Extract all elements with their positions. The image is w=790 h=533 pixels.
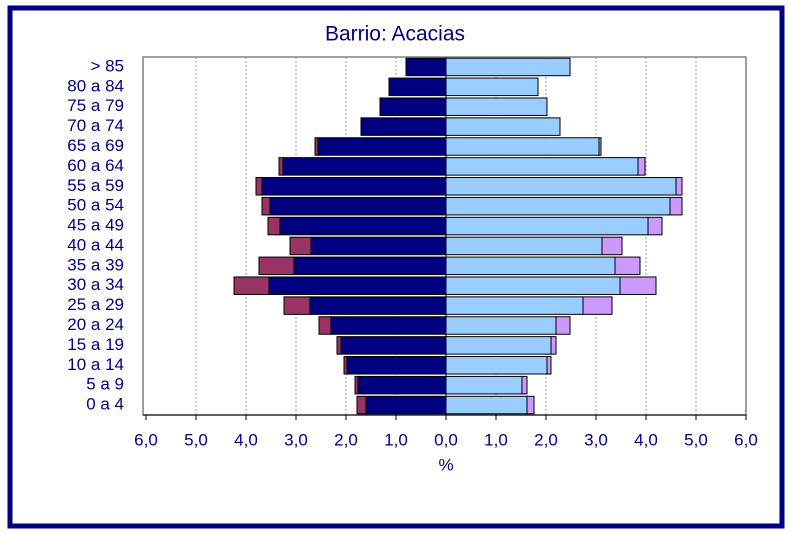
y-tick-label: 20 a 24 bbox=[67, 315, 124, 334]
y-tick-label: 30 a 34 bbox=[67, 275, 124, 294]
chart-title: Barrio: Acacias bbox=[325, 23, 465, 46]
bar bbox=[318, 316, 332, 335]
x-tick-label: 2,0 bbox=[534, 430, 558, 449]
bar bbox=[330, 316, 447, 335]
bar bbox=[445, 177, 677, 196]
bar bbox=[255, 177, 263, 196]
bar bbox=[445, 57, 571, 77]
bar bbox=[445, 336, 552, 355]
bar bbox=[550, 336, 557, 355]
bar bbox=[357, 375, 447, 395]
y-tick-label: 5 a 9 bbox=[86, 375, 124, 394]
bar bbox=[269, 196, 447, 216]
x-tick-label: 5,0 bbox=[184, 430, 208, 449]
bar bbox=[669, 196, 683, 216]
bar bbox=[293, 256, 447, 276]
bar bbox=[445, 395, 528, 415]
bar bbox=[445, 276, 621, 295]
bar bbox=[445, 256, 616, 276]
y-tick-label: 60 a 64 bbox=[67, 156, 124, 175]
bar bbox=[261, 196, 271, 216]
x-tick-label: 5,0 bbox=[684, 430, 708, 449]
bar bbox=[445, 316, 557, 335]
y-tick-label: 15 a 19 bbox=[67, 335, 124, 354]
y-tick-label: 45 a 49 bbox=[67, 216, 124, 235]
bar bbox=[405, 57, 447, 77]
bar bbox=[278, 157, 284, 176]
y-tick-label: 70 a 74 bbox=[67, 116, 124, 135]
bar bbox=[601, 236, 623, 256]
x-tick-label: 1,0 bbox=[384, 430, 408, 449]
y-tick-label: 75 a 79 bbox=[67, 96, 124, 115]
bar bbox=[365, 395, 447, 415]
bar bbox=[445, 216, 649, 236]
bar bbox=[356, 395, 367, 415]
bar bbox=[268, 276, 447, 295]
bar bbox=[445, 296, 584, 315]
bar bbox=[233, 276, 270, 295]
y-tick-label: 10 a 14 bbox=[67, 355, 124, 374]
bar bbox=[521, 375, 528, 395]
y-tick-label: > 85 bbox=[90, 56, 124, 75]
bar bbox=[637, 157, 646, 176]
x-tick-label: 6,0 bbox=[134, 430, 158, 449]
y-tick-label: 35 a 39 bbox=[67, 255, 124, 274]
bar bbox=[647, 216, 663, 236]
bar bbox=[279, 216, 447, 236]
bar bbox=[346, 356, 447, 375]
bar bbox=[310, 236, 447, 256]
bar bbox=[619, 276, 657, 295]
bar bbox=[340, 336, 447, 355]
bar bbox=[261, 177, 447, 196]
bar bbox=[445, 117, 561, 136]
bar bbox=[314, 137, 319, 156]
bar bbox=[289, 236, 312, 256]
bar bbox=[258, 256, 295, 276]
bar bbox=[614, 256, 641, 276]
bar bbox=[343, 356, 348, 375]
bar bbox=[354, 375, 359, 395]
y-tick-label: 0 a 4 bbox=[86, 395, 124, 414]
plot-area bbox=[142, 56, 747, 416]
y-tick-label: 40 a 44 bbox=[67, 235, 124, 254]
bar bbox=[445, 196, 671, 216]
x-tick-label: 6,0 bbox=[734, 430, 758, 449]
bar bbox=[582, 296, 613, 315]
y-tick-label: 50 a 54 bbox=[67, 196, 124, 215]
bar bbox=[388, 77, 447, 97]
y-tick-label: 25 a 29 bbox=[67, 295, 124, 314]
x-tick-label: 0,0 bbox=[434, 430, 458, 449]
x-tick-label: 2,0 bbox=[334, 430, 358, 449]
bar bbox=[317, 137, 447, 156]
bar bbox=[445, 137, 600, 156]
bar bbox=[360, 117, 447, 136]
x-tick-label: 3,0 bbox=[284, 430, 308, 449]
bar bbox=[267, 216, 281, 236]
x-tick-label: 3,0 bbox=[584, 430, 608, 449]
bar bbox=[445, 157, 639, 176]
y-tick-label: 55 a 59 bbox=[67, 176, 124, 195]
x-tick-label: 4,0 bbox=[634, 430, 658, 449]
bar bbox=[445, 77, 539, 97]
y-tick-label: 80 a 84 bbox=[67, 76, 124, 95]
bar bbox=[379, 97, 447, 116]
bar bbox=[526, 395, 535, 415]
bar bbox=[546, 356, 552, 375]
bar bbox=[445, 375, 523, 395]
bar bbox=[675, 177, 683, 196]
bar bbox=[283, 296, 311, 315]
x-axis-label: % bbox=[438, 455, 453, 474]
bar bbox=[282, 157, 447, 176]
bar bbox=[598, 137, 602, 156]
bar bbox=[555, 316, 571, 335]
bar bbox=[445, 236, 603, 256]
bar bbox=[445, 97, 548, 116]
y-tick-label: 65 a 69 bbox=[67, 136, 124, 155]
x-tick-label: 1,0 bbox=[484, 430, 508, 449]
bar bbox=[445, 356, 548, 375]
bar bbox=[309, 296, 447, 315]
x-tick-label: 4,0 bbox=[234, 430, 258, 449]
bar bbox=[336, 336, 342, 355]
